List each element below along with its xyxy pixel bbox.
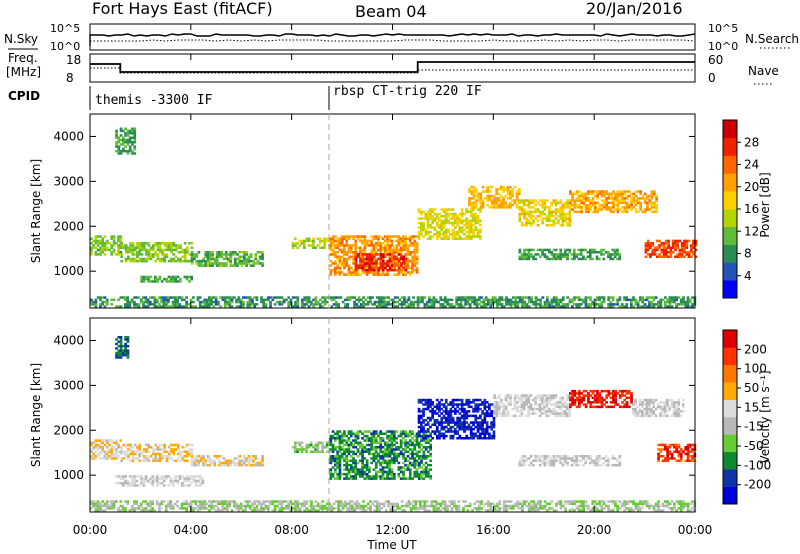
velocity-region-2	[190, 455, 264, 467]
power-colorbar-tick-3: 16	[744, 202, 759, 216]
velocity-colorbar: -200 -100 -50 -15 15 50 100 200	[722, 329, 771, 505]
nsearch-label: N.Search	[745, 32, 799, 46]
power-colorbar-tick-1: 8	[744, 247, 752, 261]
station-title: Fort Hays East (fitACF)	[92, 0, 273, 18]
power-region-4	[140, 275, 193, 283]
power-region-10	[518, 199, 572, 227]
power-ytick-2: 3000	[53, 174, 84, 188]
velocity-colorbar-tick-3: -15	[744, 420, 764, 434]
x-tick-1: 04:00	[174, 523, 209, 537]
velocity-ylabel: Slant Range [km]	[29, 363, 43, 467]
velocity-colorbar-title: Velocity [m s⁻¹]	[758, 370, 772, 463]
velocity-colorbar-tick-5: 50	[744, 381, 759, 395]
x-tick-4: 16:00	[476, 523, 511, 537]
cpid-mode-1: themis -3300 IF	[95, 93, 213, 108]
nsky-tick-bottom: 10^0	[50, 40, 80, 53]
velocity-panel: 1000 2000 3000 4000 Slant Range [km]	[29, 317, 697, 513]
power-region-9	[468, 185, 521, 209]
nave-label: Nave	[748, 64, 779, 78]
power-region-12	[518, 248, 622, 261]
velocity-region-11	[518, 455, 622, 467]
power-ytick-1: 2000	[53, 219, 84, 233]
velocity-region-4	[115, 336, 130, 359]
cpid-mode-2: rbsp CT-trig 220 IF	[333, 84, 482, 99]
freq-series	[90, 61, 695, 73]
velocity-colorbar-tick-0: -200	[744, 478, 771, 492]
x-tick-3: 12:00	[375, 523, 410, 537]
nsky-tick-top: 10^5	[50, 22, 80, 35]
velocity-region-0	[90, 439, 123, 460]
nave-tick-top: 60	[708, 53, 723, 67]
power-colorbar-tick-0: 4	[744, 269, 752, 283]
x-axis-title: Time UT	[366, 538, 417, 552]
velocity-region-10	[632, 398, 685, 418]
nsky-series	[89, 33, 696, 46]
velocity-colorbar-tick-4: 15	[744, 400, 759, 414]
power-region-8	[417, 208, 482, 240]
velocity-region-12	[657, 443, 697, 462]
power-region-1	[120, 242, 194, 263]
freq-tick-bottom: 8	[66, 71, 74, 85]
freq-panel: Freq. [MHz] 18 8 60 0 Nave	[6, 51, 779, 85]
power-ytick-3: 4000	[53, 129, 84, 143]
x-tick-6: 00:00	[678, 523, 713, 537]
power-region-5	[291, 237, 331, 249]
power-region-7	[354, 253, 408, 272]
velocity-ytick-2: 3000	[53, 378, 84, 392]
power-colorbar-tick-2: 12	[744, 224, 759, 238]
x-tick-5: 20:00	[577, 523, 612, 537]
freq-label: Freq.	[8, 51, 38, 65]
power-region-0	[90, 235, 123, 256]
velocity-region-7	[417, 398, 496, 440]
date-title: 20/Jan/2016	[586, 0, 683, 18]
nsky-label: N.Sky	[4, 32, 38, 46]
power-colorbar-tick-6: 28	[744, 135, 759, 149]
power-region-3	[115, 127, 137, 155]
power-region-14	[90, 296, 697, 308]
power-colorbar-tick-5: 24	[744, 158, 759, 172]
nave-series	[90, 67, 695, 74]
power-region-13	[644, 239, 698, 258]
cpid-label: CPID	[8, 89, 40, 103]
power-colorbar-title: Power [dB]	[758, 172, 772, 237]
nave-tick-bottom: 0	[708, 71, 716, 85]
velocity-region-3	[115, 475, 205, 487]
beam-title: Beam 04	[355, 2, 427, 21]
power-ytick-0: 1000	[53, 264, 84, 278]
velocity-colorbar-tick-7: 200	[744, 342, 767, 356]
power-region-2	[190, 251, 264, 267]
power-panel: 1000 2000 3000 4000 Slant Range [km]	[29, 113, 698, 309]
velocity-ytick-1: 2000	[53, 423, 84, 437]
freq-tick-top: 18	[66, 53, 81, 67]
velocity-colorbar-tick-1: -100	[744, 458, 771, 472]
power-colorbar-tick-4: 20	[744, 180, 759, 194]
velocity-region-8	[493, 394, 571, 418]
velocity-region-13	[90, 500, 697, 512]
velocity-region-1	[120, 443, 194, 462]
cpid-panel: CPID themis -3300 IF rbsp CT-trig 220 IF	[8, 84, 482, 110]
power-region-11	[569, 190, 658, 214]
freq-unit: [MHz]	[6, 65, 41, 79]
nsearch-series	[90, 39, 696, 42]
nsearch-tick-top: 10^5	[708, 22, 738, 35]
velocity-region-5	[291, 441, 331, 453]
velocity-colorbar-tick-6: 100	[744, 362, 767, 376]
time-axis: 00:00 04:00 08:00 12:00 16:00 20:00 00:00	[73, 24, 713, 537]
velocity-region-9	[569, 389, 633, 409]
velocity-region-6	[329, 430, 432, 480]
power-ylabel: Slant Range [km]	[29, 159, 43, 263]
x-tick-0: 00:00	[73, 523, 108, 537]
nsky-panel: N.Sky 10^5 10^0 10^5 10^0 N.Search	[4, 22, 799, 53]
velocity-colorbar-tick-2: -50	[744, 439, 764, 453]
nsearch-tick-bottom: 10^0	[708, 40, 738, 53]
x-tick-2: 08:00	[274, 523, 309, 537]
velocity-ytick-0: 1000	[53, 468, 84, 482]
velocity-ytick-3: 4000	[53, 333, 84, 347]
power-colorbar: 4 8 12 16 20 24 28	[722, 119, 759, 299]
